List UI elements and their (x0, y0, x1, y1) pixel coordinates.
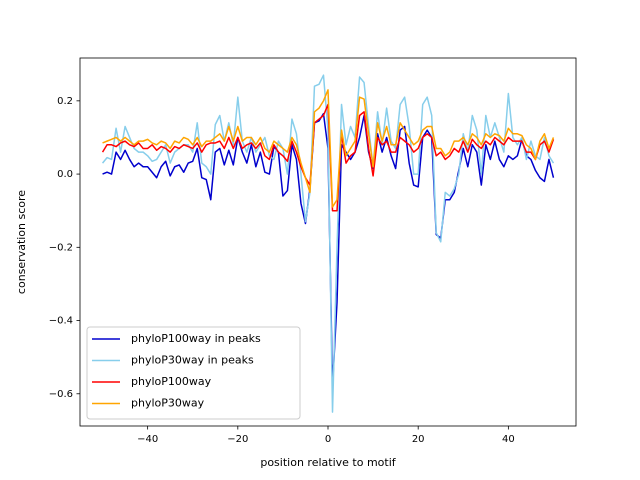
series-line (101, 74, 555, 413)
x-axis-label: position relative to motif (260, 456, 396, 469)
legend-box (86, 326, 301, 420)
y-tick-label: 0.2 (57, 96, 73, 107)
x-tick-label: 40 (502, 434, 515, 445)
y-tick-label: −0.2 (49, 242, 73, 253)
y-tick-label: 0.0 (57, 169, 73, 180)
x-tick-label: −20 (227, 434, 248, 445)
x-tick-label: −40 (137, 434, 158, 445)
legend-label: phyloP100way (131, 375, 212, 388)
x-tick-label: 20 (412, 434, 425, 445)
x-tick-label: 0 (325, 434, 331, 445)
series-line (102, 89, 555, 208)
y-tick-label: −0.4 (49, 316, 73, 327)
legend-label: phyloP30way in peaks (131, 354, 254, 367)
legend-label: phyloP100way in peaks (131, 332, 261, 345)
y-tick-label: −0.6 (49, 389, 73, 400)
y-axis-label: conservation score (15, 190, 28, 294)
plot (101, 74, 555, 413)
legend-label: phyloP30way (131, 397, 205, 410)
